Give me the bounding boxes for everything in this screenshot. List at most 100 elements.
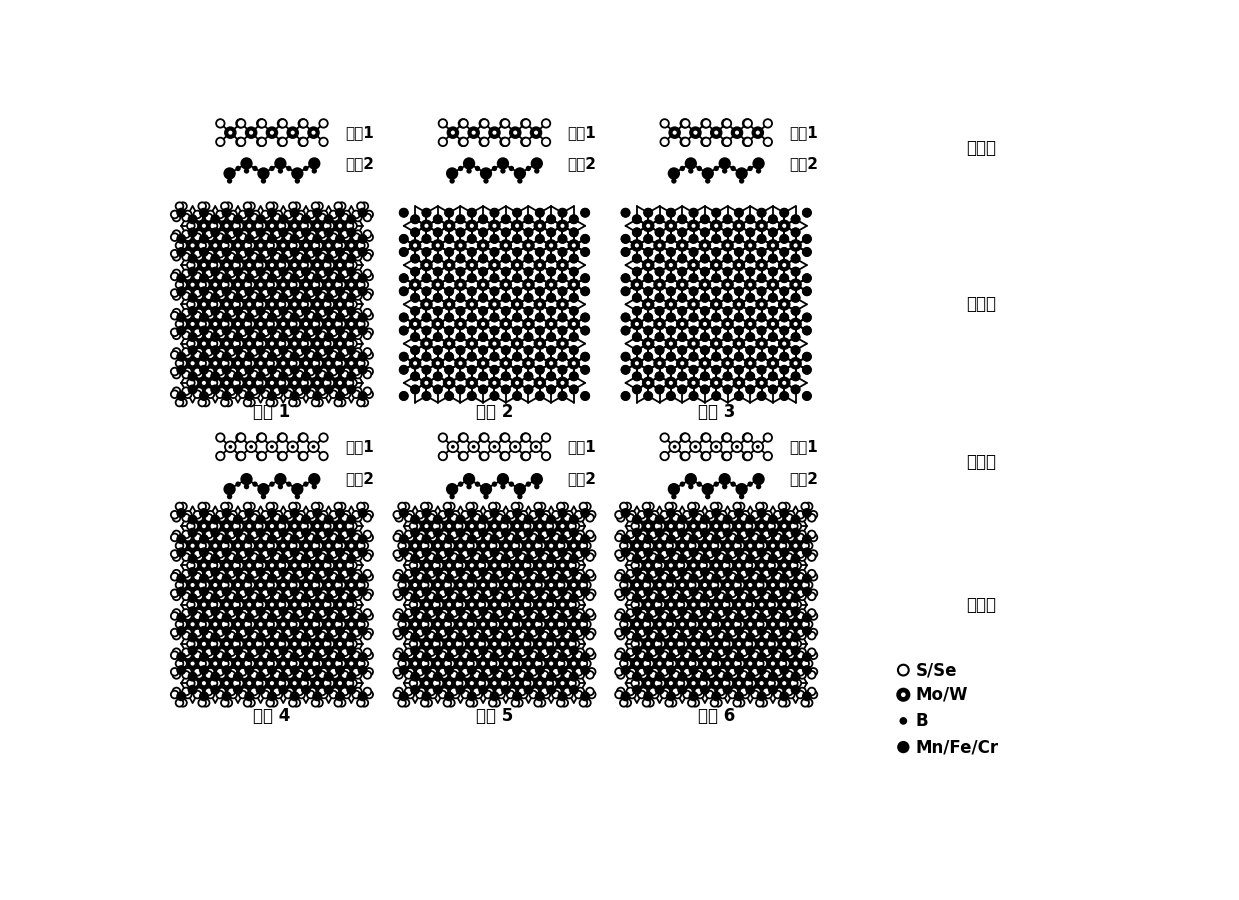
Circle shape <box>418 648 425 656</box>
Circle shape <box>587 590 596 598</box>
Circle shape <box>706 668 714 676</box>
Circle shape <box>779 274 789 284</box>
Circle shape <box>466 260 477 271</box>
Circle shape <box>463 554 471 561</box>
Circle shape <box>620 699 628 707</box>
Circle shape <box>196 592 203 600</box>
Circle shape <box>738 178 745 184</box>
Circle shape <box>679 385 686 393</box>
Circle shape <box>501 214 510 224</box>
Circle shape <box>512 660 519 668</box>
Circle shape <box>466 638 477 649</box>
Circle shape <box>281 261 289 269</box>
Circle shape <box>458 601 466 608</box>
Circle shape <box>240 570 248 578</box>
Circle shape <box>292 241 300 249</box>
Circle shape <box>421 581 429 589</box>
Circle shape <box>466 620 473 628</box>
Circle shape <box>247 359 255 367</box>
Circle shape <box>202 281 209 289</box>
Circle shape <box>258 433 266 442</box>
Circle shape <box>307 289 315 297</box>
Circle shape <box>204 371 213 378</box>
Circle shape <box>712 248 720 256</box>
Circle shape <box>781 248 788 256</box>
Circle shape <box>501 527 510 537</box>
Text: 材料2: 材料2 <box>789 472 819 487</box>
Circle shape <box>187 358 198 369</box>
Circle shape <box>790 540 800 551</box>
Circle shape <box>301 645 311 655</box>
Circle shape <box>244 535 254 544</box>
Circle shape <box>703 522 710 530</box>
Circle shape <box>740 671 747 679</box>
Circle shape <box>745 554 756 563</box>
Circle shape <box>198 241 206 249</box>
Circle shape <box>439 629 446 636</box>
Circle shape <box>549 361 553 365</box>
Circle shape <box>746 229 755 236</box>
Circle shape <box>672 570 679 578</box>
Circle shape <box>341 554 348 561</box>
Circle shape <box>507 668 514 676</box>
Circle shape <box>587 534 596 541</box>
Circle shape <box>418 688 425 696</box>
Circle shape <box>707 531 715 538</box>
Circle shape <box>301 228 311 238</box>
Circle shape <box>341 213 348 221</box>
Circle shape <box>633 385 641 393</box>
Circle shape <box>273 292 280 300</box>
Circle shape <box>216 368 224 375</box>
Circle shape <box>733 691 743 701</box>
Circle shape <box>323 240 335 251</box>
Circle shape <box>331 371 339 378</box>
Circle shape <box>632 619 642 630</box>
Circle shape <box>776 592 783 600</box>
Circle shape <box>726 640 733 648</box>
Circle shape <box>400 235 408 243</box>
Circle shape <box>654 522 662 530</box>
Circle shape <box>690 287 698 295</box>
Circle shape <box>768 332 778 342</box>
Circle shape <box>331 230 339 238</box>
Circle shape <box>523 515 534 525</box>
Circle shape <box>244 312 254 322</box>
Circle shape <box>546 292 556 302</box>
Circle shape <box>467 587 477 597</box>
Circle shape <box>229 590 237 598</box>
Circle shape <box>211 527 221 537</box>
Circle shape <box>331 688 339 696</box>
Circle shape <box>643 652 653 662</box>
Circle shape <box>724 215 731 223</box>
Circle shape <box>320 550 327 558</box>
Circle shape <box>515 563 519 567</box>
Circle shape <box>207 351 214 359</box>
Circle shape <box>410 658 420 669</box>
Circle shape <box>569 332 579 342</box>
Circle shape <box>707 570 715 578</box>
Circle shape <box>621 312 631 322</box>
Circle shape <box>717 514 725 522</box>
Circle shape <box>643 286 653 296</box>
Circle shape <box>458 680 466 687</box>
Circle shape <box>281 662 285 666</box>
Circle shape <box>315 699 323 707</box>
Circle shape <box>748 640 756 648</box>
Circle shape <box>395 632 403 640</box>
Circle shape <box>722 358 733 369</box>
Circle shape <box>786 688 793 696</box>
Circle shape <box>244 638 255 649</box>
Circle shape <box>432 540 444 551</box>
Circle shape <box>475 629 482 636</box>
Circle shape <box>244 699 252 707</box>
Circle shape <box>259 283 263 287</box>
Circle shape <box>327 583 331 587</box>
Circle shape <box>421 234 431 244</box>
Circle shape <box>745 384 756 394</box>
Circle shape <box>560 581 569 589</box>
Circle shape <box>410 358 420 369</box>
Circle shape <box>534 660 541 668</box>
Circle shape <box>746 294 755 302</box>
Circle shape <box>279 452 287 460</box>
Circle shape <box>270 263 274 267</box>
